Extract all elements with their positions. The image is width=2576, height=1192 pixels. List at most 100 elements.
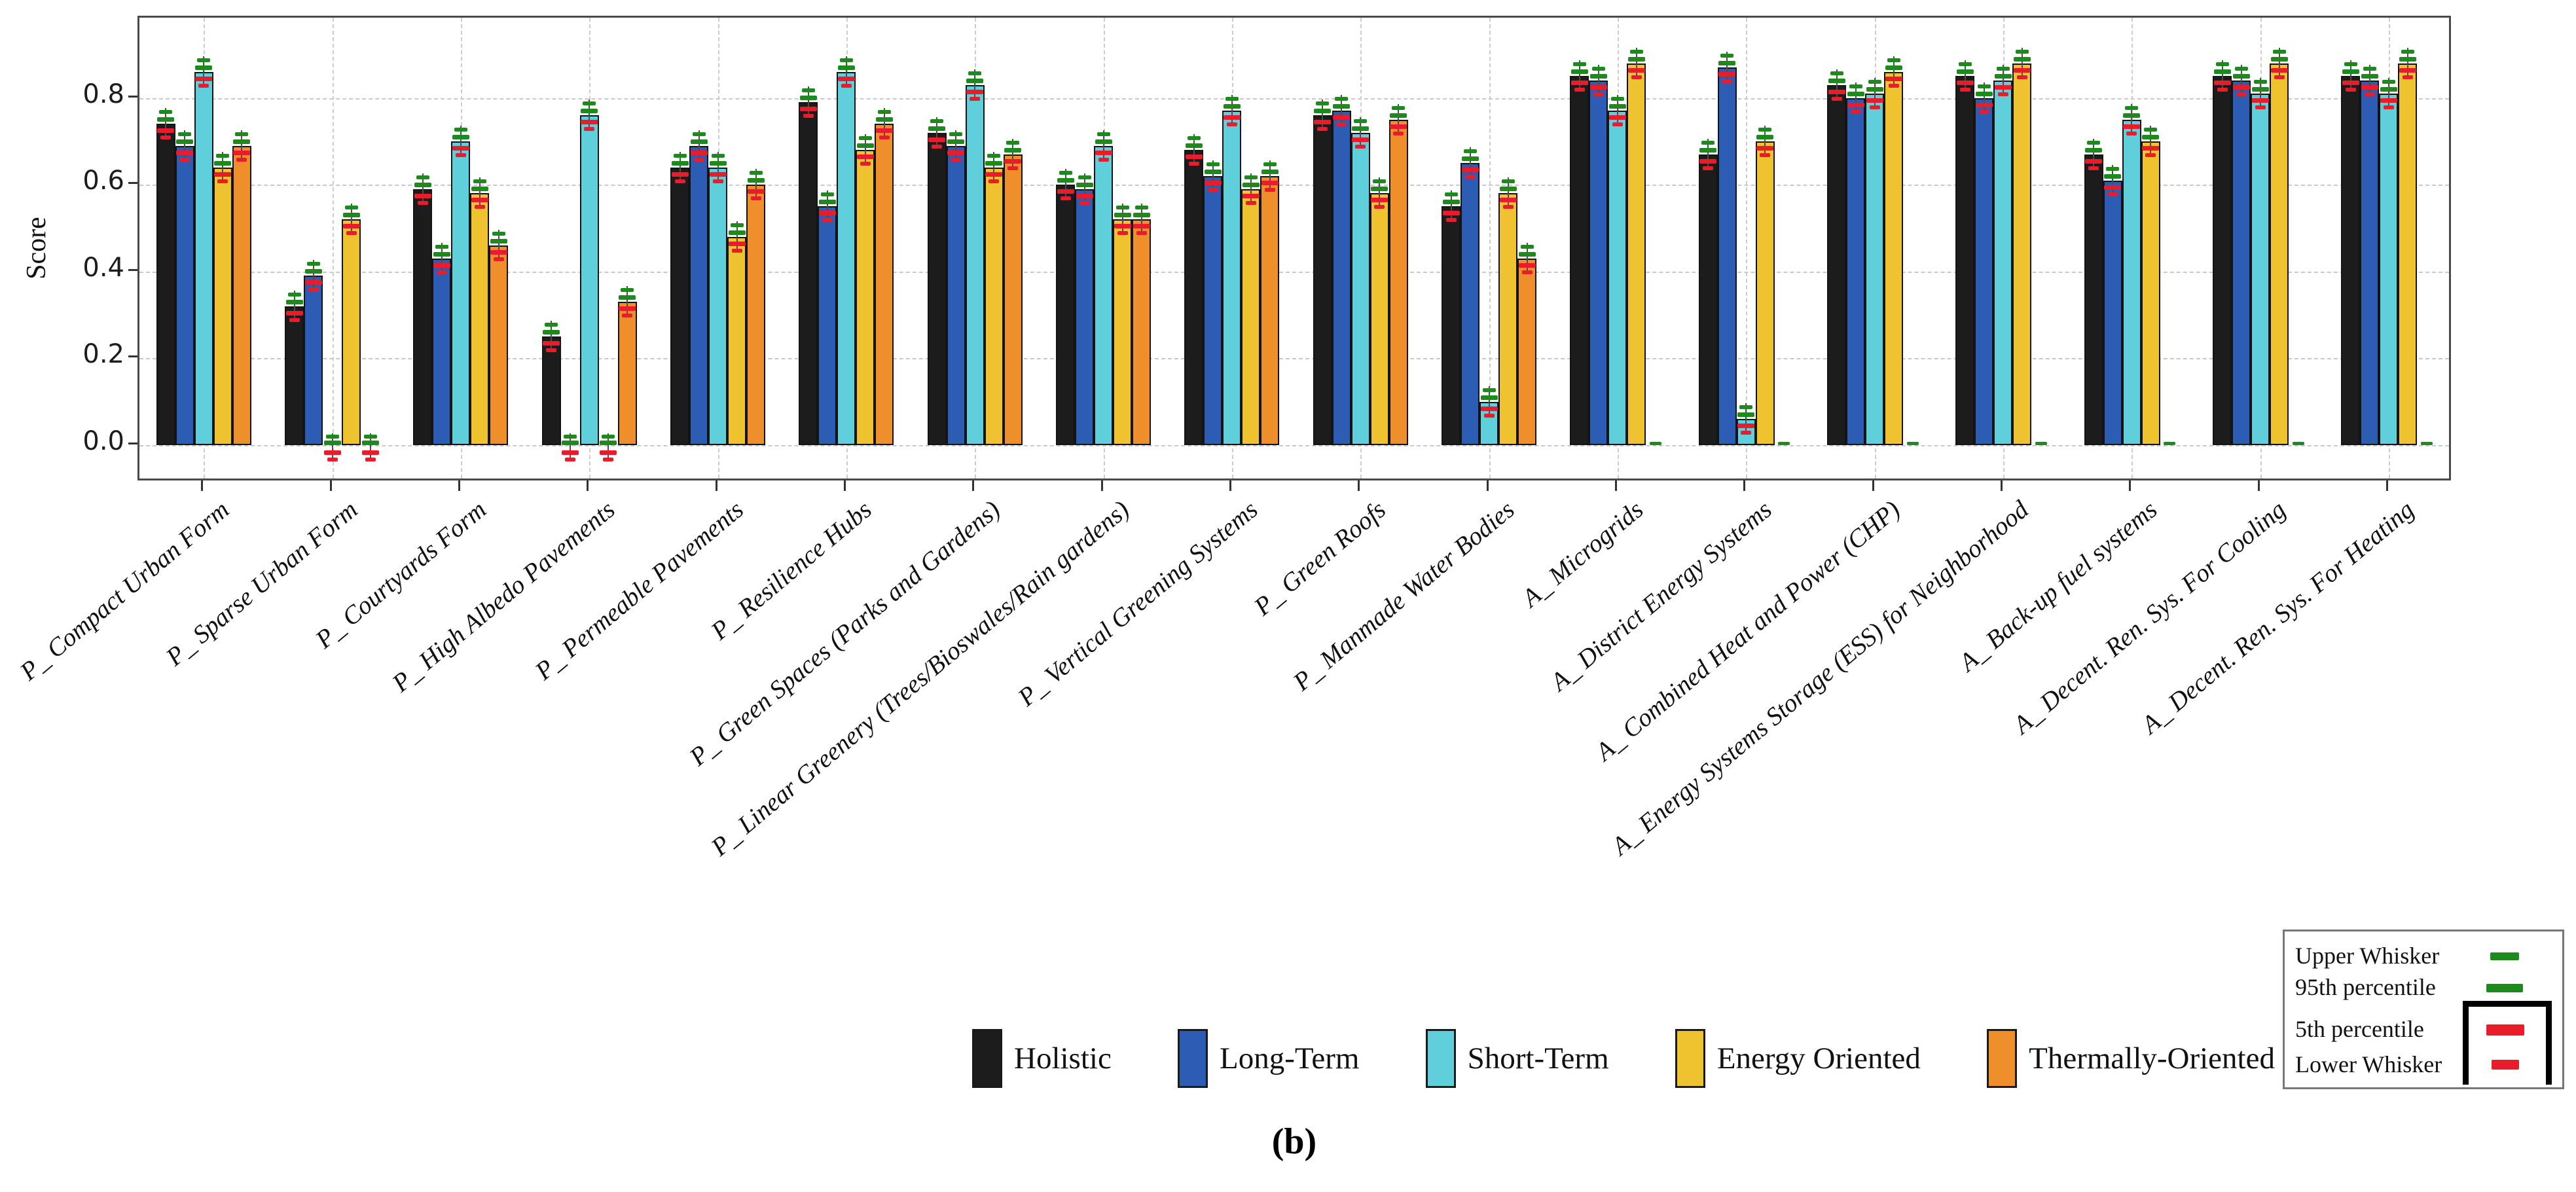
5th-percentile-mark: [342, 224, 360, 229]
5th-percentile-mark: [1461, 168, 1479, 173]
x-tick-mark: [587, 480, 589, 491]
whisker-line: [936, 117, 938, 147]
upper-whisker-mark: [673, 153, 687, 158]
lower-whisker-mark: [236, 157, 247, 162]
5th-percentile-mark: [2013, 67, 2031, 73]
lower-whisker-mark: [565, 458, 576, 461]
v-gridline: [1489, 18, 1491, 479]
lower-whisker-mark: [1355, 144, 1366, 149]
bar-energy-oriented-6: [856, 150, 875, 445]
legend-item-holistic: Holistic: [972, 1029, 1112, 1088]
5th-percentile-mark: [747, 189, 765, 194]
x-tick-mark: [1229, 480, 1231, 491]
y-tick-label: 0.8: [82, 79, 124, 109]
95th-percentile-mark: [490, 239, 507, 244]
whisker-line: [2406, 47, 2408, 78]
lower-whisker-mark: [712, 179, 723, 183]
5th-percentile-mark: [1204, 180, 1222, 185]
bar-holistic-3: [413, 189, 433, 445]
whisker-line: [1745, 403, 1747, 434]
5th-percentile-mark: [1390, 124, 1407, 129]
whisker-line: [2368, 65, 2370, 96]
whisker-line: [826, 190, 828, 221]
5th-percentile-mark: [1223, 115, 1241, 120]
lower-whisker-mark: [1574, 88, 1585, 92]
lower-whisker-mark: [1060, 196, 1071, 201]
upper-whisker-mark: [306, 262, 320, 266]
whisker-line: [422, 173, 424, 204]
upper-whisker-mark: [416, 175, 429, 179]
upper-whisker-mark: [2344, 62, 2357, 67]
95th-percentile-mark: [1589, 74, 1607, 79]
upper-whisker-mark: [949, 132, 963, 136]
whisker-line: [1764, 125, 1766, 156]
upper-whisker-mark: [287, 292, 301, 297]
y-tick-mark: [128, 95, 137, 98]
lower-whisker-mark: [346, 231, 357, 236]
bar-thermally-oriented-5: [746, 185, 765, 445]
x-tick-mark: [2386, 480, 2388, 491]
whisker-line: [1231, 95, 1233, 126]
lower-whisker-mark: [2274, 75, 2285, 79]
5th-percentile-mark: [1956, 81, 1974, 86]
upper-whisker-mark: [1392, 105, 1406, 110]
95th-percentile-mark: [1847, 91, 1864, 96]
5th-percentile-mark: [1057, 189, 1074, 194]
upper-whisker-mark: [730, 223, 744, 227]
whisker-line: [1597, 65, 1599, 96]
upper-whisker-mark: [216, 153, 230, 158]
bar-holistic-13: [1698, 154, 1718, 445]
x-tick-mark: [1614, 480, 1617, 491]
95th-percentile-mark: [1570, 69, 1588, 75]
5th-percentile-mark: [2380, 98, 2397, 103]
whisker-legend-95th-label: 95th percentile: [2295, 974, 2436, 1000]
lower-whisker-mark: [2402, 75, 2413, 79]
lower-whisker-mark: [841, 83, 852, 88]
upper-whisker-mark: [2363, 67, 2376, 71]
legend-item-energy-oriented: Energy Oriented: [1675, 1029, 1921, 1088]
upper-whisker-mark: [692, 132, 706, 136]
lower-whisker-mark: [2236, 92, 2247, 97]
x-category-label: P_ High Albedo Pavements: [386, 495, 621, 698]
5th-percentile-mark: [214, 172, 232, 177]
whisker-line: [1064, 169, 1066, 200]
5th-percentile-mark: [1095, 150, 1112, 155]
x-tick-mark: [2000, 480, 2003, 491]
plot-area: [137, 16, 2451, 480]
lower-whisker-mark: [674, 179, 685, 183]
5th-percentile-mark: [2142, 145, 2160, 151]
95th-percentile-mark: [1057, 178, 1074, 183]
bar-holistic-9: [1184, 150, 1204, 445]
5th-percentile-mark: [690, 150, 708, 155]
95th-percentile-mark: [2085, 147, 2103, 153]
lower-whisker-mark: [1869, 105, 1880, 109]
bar-energy-oriented-10: [1370, 193, 1389, 445]
upper-whisker-mark: [1520, 244, 1534, 249]
x-category-label: P_ Compact Urban Form: [14, 495, 235, 687]
whisker-line: [2002, 65, 2004, 96]
zero-whisker-mark: [1778, 442, 1790, 445]
lower-whisker-mark: [584, 127, 595, 132]
whisker-line: [2221, 60, 2223, 91]
whisker-line: [1836, 69, 1838, 99]
lower-whisker-mark: [179, 157, 190, 162]
lower-whisker-mark: [1079, 200, 1090, 205]
v-gridline: [332, 18, 334, 479]
bar-holistic-17: [2213, 76, 2232, 445]
95th-percentile-mark: [1994, 74, 2012, 79]
bar-energy-oriented-12: [1627, 63, 1646, 445]
upper-whisker-mark: [564, 435, 577, 439]
5th-percentile-mark: [1261, 180, 1279, 185]
95th-percentile-mark: [2270, 56, 2288, 62]
upper-whisker-mark: [545, 323, 558, 327]
5th-percentile-mark: [1314, 120, 1332, 125]
bar-energy-oriented-17: [2270, 63, 2289, 445]
upper-whisker-mark: [968, 71, 982, 75]
95th-percentile-mark: [2232, 74, 2250, 79]
lower-whisker-mark: [217, 179, 228, 183]
upper-whisker-mark: [159, 110, 173, 115]
lower-whisker-mark: [622, 314, 633, 318]
bar-long-term-1: [175, 145, 194, 445]
whisker-line: [498, 230, 499, 261]
